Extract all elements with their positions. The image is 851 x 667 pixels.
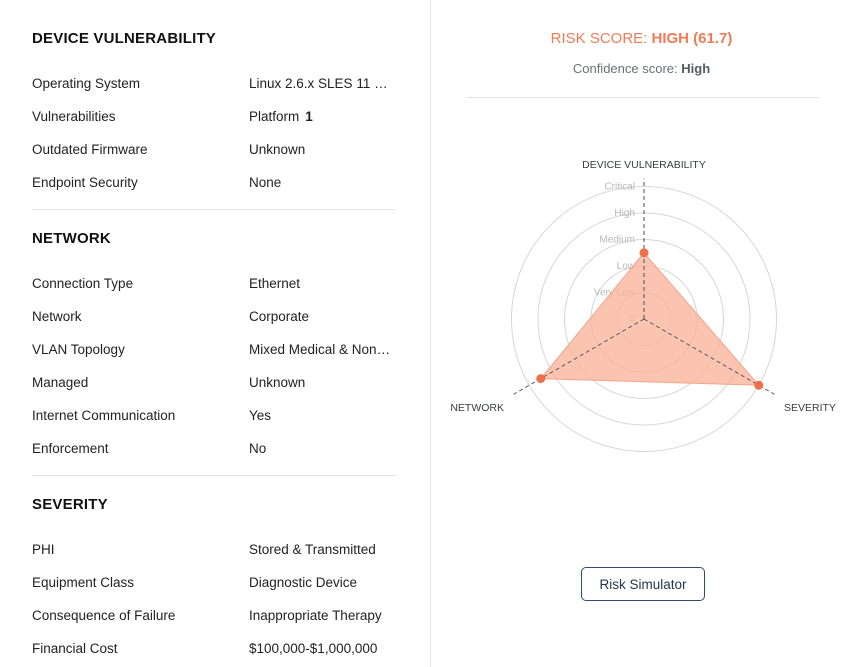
- row-value: Unknown: [249, 142, 306, 157]
- row-value: No: [249, 441, 267, 456]
- risk-score-label: RISK SCORE:: [550, 30, 652, 47]
- row-value: $100,000-$1,000,000: [249, 641, 378, 656]
- row-enforcement: Enforcement No: [32, 441, 397, 461]
- radar-level-label: Medium: [599, 235, 635, 246]
- row-managed: Managed Unknown: [32, 375, 397, 395]
- radar-level-label: High: [614, 208, 635, 219]
- device-details-panel: DEVICE VULNERABILITY Operating System Li…: [32, 0, 431, 667]
- row-phi: PHI Stored & Transmitted: [32, 542, 397, 562]
- row-endpoint-security: Endpoint Security None: [32, 175, 397, 195]
- row-equipment-class: Equipment Class Diagnostic Device: [32, 575, 397, 595]
- confidence-score-label: Confidence score:: [572, 61, 682, 76]
- radar-grid-ring: [511, 186, 777, 452]
- row-vlan-topology: VLAN Topology Mixed Medical & Non-Medica…: [32, 342, 397, 362]
- row-value: Linux 2.6.x SLES 11 SP4: [249, 76, 394, 91]
- radar-axis-label: DEVICE VULNERABILITY: [582, 159, 706, 171]
- row-value: Inappropriate Therapy: [249, 608, 382, 623]
- radar-data-area: [539, 251, 760, 386]
- row-label: Endpoint Security: [32, 175, 138, 190]
- risk-simulator-button[interactable]: Risk Simulator: [581, 567, 705, 601]
- row-value: Mixed Medical & Non-Medical: [249, 342, 394, 357]
- row-label: Operating System: [32, 76, 141, 91]
- radar-level-label: Low: [617, 261, 636, 272]
- row-outdated-firmware: Outdated Firmware Unknown: [32, 142, 397, 162]
- row-consequence-of-failure: Consequence of Failure Inappropriate The…: [32, 608, 397, 628]
- risk-score-panel: RISK SCORE: HIGH (61.7) Confidence score…: [432, 0, 851, 667]
- row-label: Enforcement: [32, 441, 109, 456]
- row-value: Ethernet: [249, 276, 301, 291]
- section-divider: [32, 475, 395, 476]
- row-label: Network: [32, 309, 82, 324]
- row-label: Financial Cost: [32, 641, 118, 656]
- radar-data-point: [536, 374, 546, 384]
- risk-divider: [467, 97, 820, 98]
- confidence-score: Confidence score: High: [432, 61, 851, 76]
- row-internet-communication: Internet Communication Yes: [32, 408, 397, 428]
- row-label: PHI: [32, 542, 55, 557]
- confidence-score-value: High: [681, 61, 711, 76]
- row-financial-cost: Financial Cost $100,000-$1,000,000: [32, 641, 397, 661]
- row-label: Vulnerabilities: [32, 109, 116, 124]
- row-label: Outdated Firmware: [32, 142, 148, 157]
- row-label: Internet Communication: [32, 408, 176, 423]
- row-label: VLAN Topology: [32, 342, 125, 357]
- row-value: Stored & Transmitted: [249, 542, 376, 557]
- radar-axis-label: SEVERITY: [784, 402, 836, 414]
- row-connection-type: Connection Type Ethernet: [32, 276, 397, 296]
- risk-score-value: HIGH (61.7): [651, 30, 733, 47]
- risk-radar-chart: 0Very LowLowMediumHighCriticalDEVICE VUL…: [450, 159, 836, 452]
- radar-level-label: Critical: [604, 182, 635, 193]
- section-title-device-vulnerability: DEVICE VULNERABILITY: [32, 30, 217, 47]
- row-value: Platform: [249, 109, 300, 124]
- section-title-network: NETWORK: [32, 230, 111, 247]
- row-label: Consequence of Failure: [32, 608, 176, 623]
- section-title-severity: SEVERITY: [32, 496, 108, 513]
- row-label: Managed: [32, 375, 89, 390]
- risk-score: RISK SCORE: HIGH (61.7): [432, 30, 851, 47]
- row-operating-system: Operating System Linux 2.6.x SLES 11 SP4: [32, 76, 397, 96]
- vulnerability-count[interactable]: 1: [305, 109, 313, 124]
- row-label: Connection Type: [32, 276, 134, 291]
- radar-axis-label: NETWORK: [450, 402, 504, 414]
- row-vulnerabilities: Vulnerabilities Platform 1: [32, 109, 397, 129]
- radar-data-point: [754, 380, 764, 390]
- row-value: Yes: [249, 408, 272, 423]
- row-value: Unknown: [249, 375, 306, 390]
- row-value-wrap: Platform 1: [249, 109, 394, 124]
- row-network: Network Corporate: [32, 309, 397, 329]
- row-value: Corporate: [249, 309, 310, 324]
- radar-data-point: [639, 248, 649, 258]
- row-label: Equipment Class: [32, 575, 135, 590]
- row-value: Diagnostic Device: [249, 575, 358, 590]
- section-divider: [32, 209, 395, 210]
- row-value: None: [249, 175, 282, 190]
